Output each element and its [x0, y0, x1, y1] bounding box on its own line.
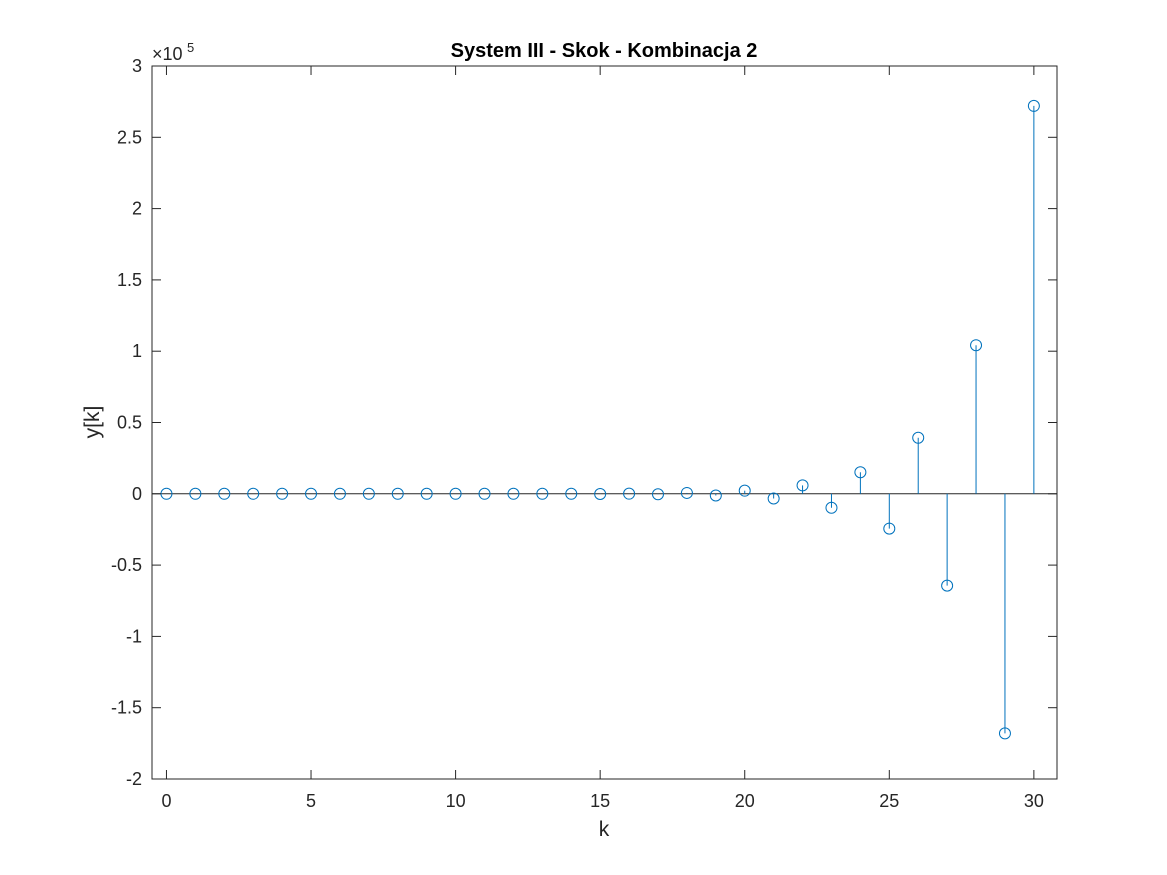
- stem-marker: [305, 487, 318, 500]
- stem-marker: [333, 487, 346, 500]
- plot-area: [152, 66, 1057, 779]
- stem-marker: [680, 486, 693, 499]
- y-tick-label: 3: [132, 56, 142, 76]
- stem-marker: [1027, 99, 1040, 112]
- y-tick-label: -1: [126, 626, 142, 646]
- stem-marker: [218, 487, 231, 500]
- stem-marker: [189, 487, 202, 500]
- x-tick-label: 15: [590, 791, 610, 811]
- stem-marker: [420, 487, 433, 500]
- stem-marker: [854, 466, 867, 479]
- y-tick-label: 0: [132, 484, 142, 504]
- stem-marker: [767, 492, 780, 505]
- x-axis-label: k: [599, 818, 610, 841]
- y-axis-label: y[k]: [81, 406, 104, 439]
- y-tick-label: 2.5: [117, 127, 142, 147]
- x-axis-ticks: 0 5 10 15 20 25 30: [161, 66, 1044, 811]
- y-tick-label: -2: [126, 769, 142, 789]
- x-tick-label: 20: [735, 791, 755, 811]
- stem-marker: [738, 484, 751, 497]
- y-axis-ticks: -2 -1.5 -1 -0.5 0 0.5 1 1.5 2 2.5 3: [111, 56, 1057, 789]
- stem-marker: [449, 487, 462, 500]
- stem-marker: [709, 489, 722, 502]
- y-scale-exponent-label: ×10 5: [152, 40, 194, 64]
- stem-marker: [912, 431, 925, 444]
- stem-marker: [941, 579, 954, 592]
- y-scale-prefix: ×10: [152, 44, 183, 64]
- stems: [599, 105, 1035, 734]
- stem-marker: [883, 522, 896, 535]
- x-tick-label: 0: [161, 791, 171, 811]
- markers: [160, 99, 1040, 740]
- stem-marker: [276, 487, 289, 500]
- chart-title: System III - Skok - Kombinacja 2: [451, 40, 758, 62]
- x-tick-label: 25: [879, 791, 899, 811]
- stem-marker: [651, 488, 664, 501]
- y-tick-label: 2: [132, 199, 142, 219]
- y-scale-exponent: 5: [187, 40, 194, 55]
- x-tick-label: 30: [1024, 791, 1044, 811]
- y-tick-label: 1.5: [117, 270, 142, 290]
- stem-marker: [247, 487, 260, 500]
- x-tick-label: 5: [306, 791, 316, 811]
- stem-marker: [536, 487, 549, 500]
- y-tick-label: -0.5: [111, 555, 142, 575]
- y-tick-label: 0.5: [117, 413, 142, 433]
- y-tick-label: -1.5: [111, 698, 142, 718]
- stem-marker: [970, 339, 983, 352]
- stem-marker: [478, 487, 491, 500]
- stem-marker: [507, 487, 520, 500]
- stem-marker: [796, 479, 809, 492]
- stem-marker: [594, 488, 607, 501]
- stem-marker: [825, 501, 838, 514]
- stem-marker: [998, 727, 1011, 740]
- stem-marker: [623, 487, 636, 500]
- stem-marker: [391, 487, 404, 500]
- stem-marker: [565, 487, 578, 500]
- x-tick-label: 10: [446, 791, 466, 811]
- stem-marker: [362, 487, 375, 500]
- y-tick-label: 1: [132, 341, 142, 361]
